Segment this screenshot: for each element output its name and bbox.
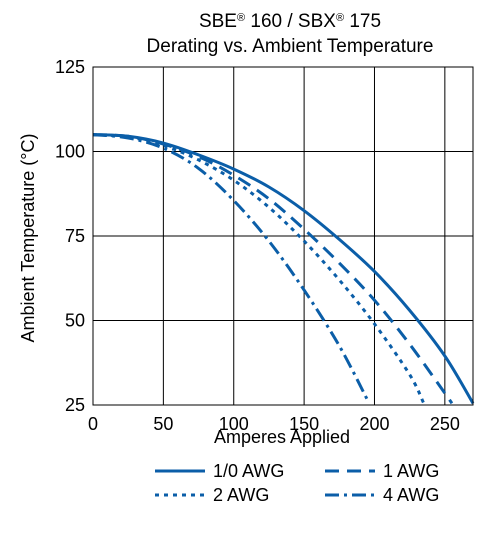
title-segment: SBE: [199, 11, 237, 32]
grid-lines: [93, 67, 473, 405]
y-tick-labels: 25 50 75 100 125: [55, 57, 85, 415]
legend-item: 1/0 AWG: [155, 461, 284, 481]
x-tick-label: 150: [289, 414, 319, 434]
series-line-2: [92, 133, 454, 405]
x-tick-label: 250: [430, 414, 460, 434]
x-tick-label: 0: [88, 414, 98, 434]
registered-mark: ®: [336, 12, 344, 24]
legend-item: 4 AWG: [325, 485, 439, 505]
legend-item: 2 AWG: [155, 485, 269, 505]
legend-label: 2 AWG: [213, 485, 269, 505]
x-tick-label: 50: [153, 414, 173, 434]
legend-item: 1 AWG: [325, 461, 439, 481]
series-layer: [92, 133, 475, 405]
x-tick-label: 200: [359, 414, 389, 434]
y-tick-label: 50: [65, 311, 85, 331]
series-line-1: [92, 133, 475, 405]
legend-label: 4 AWG: [383, 485, 439, 505]
y-tick-label: 75: [65, 226, 85, 246]
series-line-4: [92, 133, 369, 401]
x-axis-label: Amperes Applied: [214, 427, 350, 447]
y-axis-label: Ambient Temperature (°C): [18, 134, 38, 343]
x-tick-label: 100: [219, 414, 249, 434]
chart-title-line2: Derating vs. Ambient Temperature: [147, 36, 434, 57]
registered-mark: ®: [237, 12, 245, 24]
title-segment: 160 / SBX: [245, 11, 336, 32]
legend-label: 1 AWG: [383, 461, 439, 481]
x-tick-labels: 0 50 100 150 200 250: [88, 414, 460, 434]
y-tick-label: 25: [65, 395, 85, 415]
plot-frame: [92, 66, 474, 406]
legend-label: 1/0 AWG: [213, 461, 284, 481]
y-tick-label: 125: [55, 57, 85, 77]
y-tick-label: 100: [55, 142, 85, 162]
legend: 1/0 AWG 1 AWG 2 AWG 4 AWG: [155, 461, 439, 505]
series-line-3: [92, 133, 426, 404]
chart-title-line1: SBE® 160 / SBX® 175: [199, 11, 381, 32]
title-segment: 175: [344, 11, 381, 32]
